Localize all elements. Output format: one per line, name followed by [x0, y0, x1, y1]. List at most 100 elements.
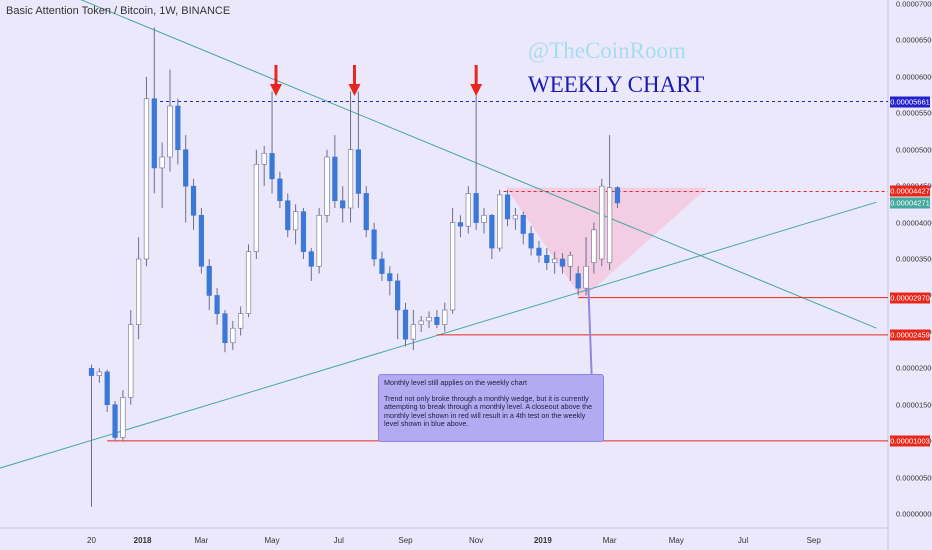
candle-body: [128, 324, 134, 398]
candle-body: [536, 247, 542, 256]
candle-body: [528, 233, 534, 249]
y-tick-label: 0.00005500: [896, 108, 932, 118]
candle-body: [222, 313, 228, 344]
candle-body: [473, 193, 479, 223]
candle-body: [575, 273, 581, 289]
candle-body: [583, 265, 589, 289]
candle-body: [544, 255, 550, 263]
candle-body: [614, 187, 621, 204]
candle-body: [387, 273, 393, 282]
candle-body: [245, 251, 252, 314]
x-tick-label: Jul: [737, 536, 749, 545]
candle-body: [559, 258, 566, 267]
watermark-text: @TheCoinRoom: [528, 38, 686, 63]
candle-body: [426, 316, 432, 322]
candle-body: [167, 105, 173, 158]
candle-body: [175, 105, 181, 151]
x-tick-label: Mar: [602, 536, 617, 545]
candle-body: [449, 222, 456, 311]
candle-body: [497, 194, 503, 249]
candle-body: [442, 309, 448, 325]
candle-body: [606, 187, 613, 263]
y-tick-label: 0.00000000: [896, 509, 932, 519]
price-level-badge: 0.00005661: [890, 96, 930, 108]
candle-body: [599, 185, 605, 260]
candle-body: [206, 265, 212, 296]
candle-body: [355, 149, 362, 194]
candle-body: [143, 98, 150, 260]
candle-body: [269, 153, 275, 180]
x-tick-label: Sep: [806, 536, 821, 545]
price-level-badge: 0.00004271: [890, 197, 930, 209]
candle-body: [96, 371, 102, 376]
y-tick-label: 0.00004000: [896, 218, 932, 228]
trendline-lower: [0, 201, 877, 469]
candle-body: [190, 185, 197, 216]
candle-body: [159, 156, 165, 169]
x-tick-label: Mar: [194, 536, 209, 545]
candle-body: [136, 258, 142, 325]
price-level-badge: 0.00002459: [890, 329, 930, 341]
candle-body: [379, 258, 385, 274]
candle-body: [489, 214, 495, 249]
candle-body: [332, 156, 338, 202]
y-tick-label: 0.00001500: [896, 400, 932, 410]
y-tick-label: 0.00007000: [896, 0, 932, 9]
candle-body: [198, 214, 205, 267]
y-tick-label: 0.00006500: [896, 35, 932, 45]
candle-body: [316, 214, 322, 267]
candle-body: [151, 98, 157, 169]
x-tick-label: Sep: [398, 536, 413, 545]
red-arrow-head: [269, 84, 282, 96]
candle-body: [481, 214, 487, 223]
x-tick-label: 20: [87, 536, 96, 545]
x-tick-label: May: [264, 536, 280, 545]
candle-body: [395, 280, 401, 311]
candle-body: [371, 229, 377, 260]
candle-body: [261, 153, 267, 165]
candle-body: [104, 371, 110, 406]
candle-body: [183, 149, 189, 187]
candle-body: [410, 324, 416, 340]
y-tick-label: 0.00000500: [896, 473, 932, 483]
candle-body: [512, 214, 518, 220]
candle-body: [457, 222, 464, 227]
x-tick-label: 2019: [533, 536, 552, 545]
candle-body: [214, 295, 220, 314]
y-tick-label: 0.00003500: [896, 254, 932, 264]
note-line-2: Trend not only broke through a monthly w…: [384, 393, 593, 428]
candle-body: [520, 214, 526, 234]
candle-body: [230, 327, 236, 344]
y-tick-label: 0.00006000: [896, 72, 932, 82]
candle-body: [465, 193, 471, 227]
candle-body: [347, 149, 354, 209]
candle-body: [88, 367, 95, 376]
candle-body: [120, 397, 126, 438]
candle-body: [504, 194, 511, 220]
candle-body: [277, 178, 283, 202]
candle-body: [238, 313, 244, 329]
x-tick-label: 2018: [133, 536, 152, 545]
candle-body: [300, 211, 307, 253]
candle-body: [402, 309, 409, 340]
chart-title: Basic Attention Token / Bitcoin, 1W, BIN…: [6, 5, 231, 17]
candle-body: [434, 316, 440, 325]
weekly-chart-headline: WEEKLY CHART: [528, 72, 705, 97]
x-tick-label: Nov: [469, 536, 484, 545]
trendline-upper: [80, 0, 877, 329]
candle-body: [552, 258, 558, 263]
candle-body: [340, 200, 346, 209]
note-connector: [587, 288, 593, 385]
annotation-note: Monthly level still applies on the weekl…: [378, 374, 604, 442]
red-arrow-head: [470, 84, 483, 96]
candle-body: [285, 200, 291, 231]
candle-body: [418, 320, 424, 325]
candle-body: [112, 404, 118, 438]
y-tick-label: 0.00005000: [896, 145, 932, 155]
x-tick-label: May: [668, 536, 684, 545]
candle-body: [591, 229, 597, 263]
candle-body: [363, 193, 369, 231]
price-level-badge: 0.00002970: [890, 292, 930, 304]
